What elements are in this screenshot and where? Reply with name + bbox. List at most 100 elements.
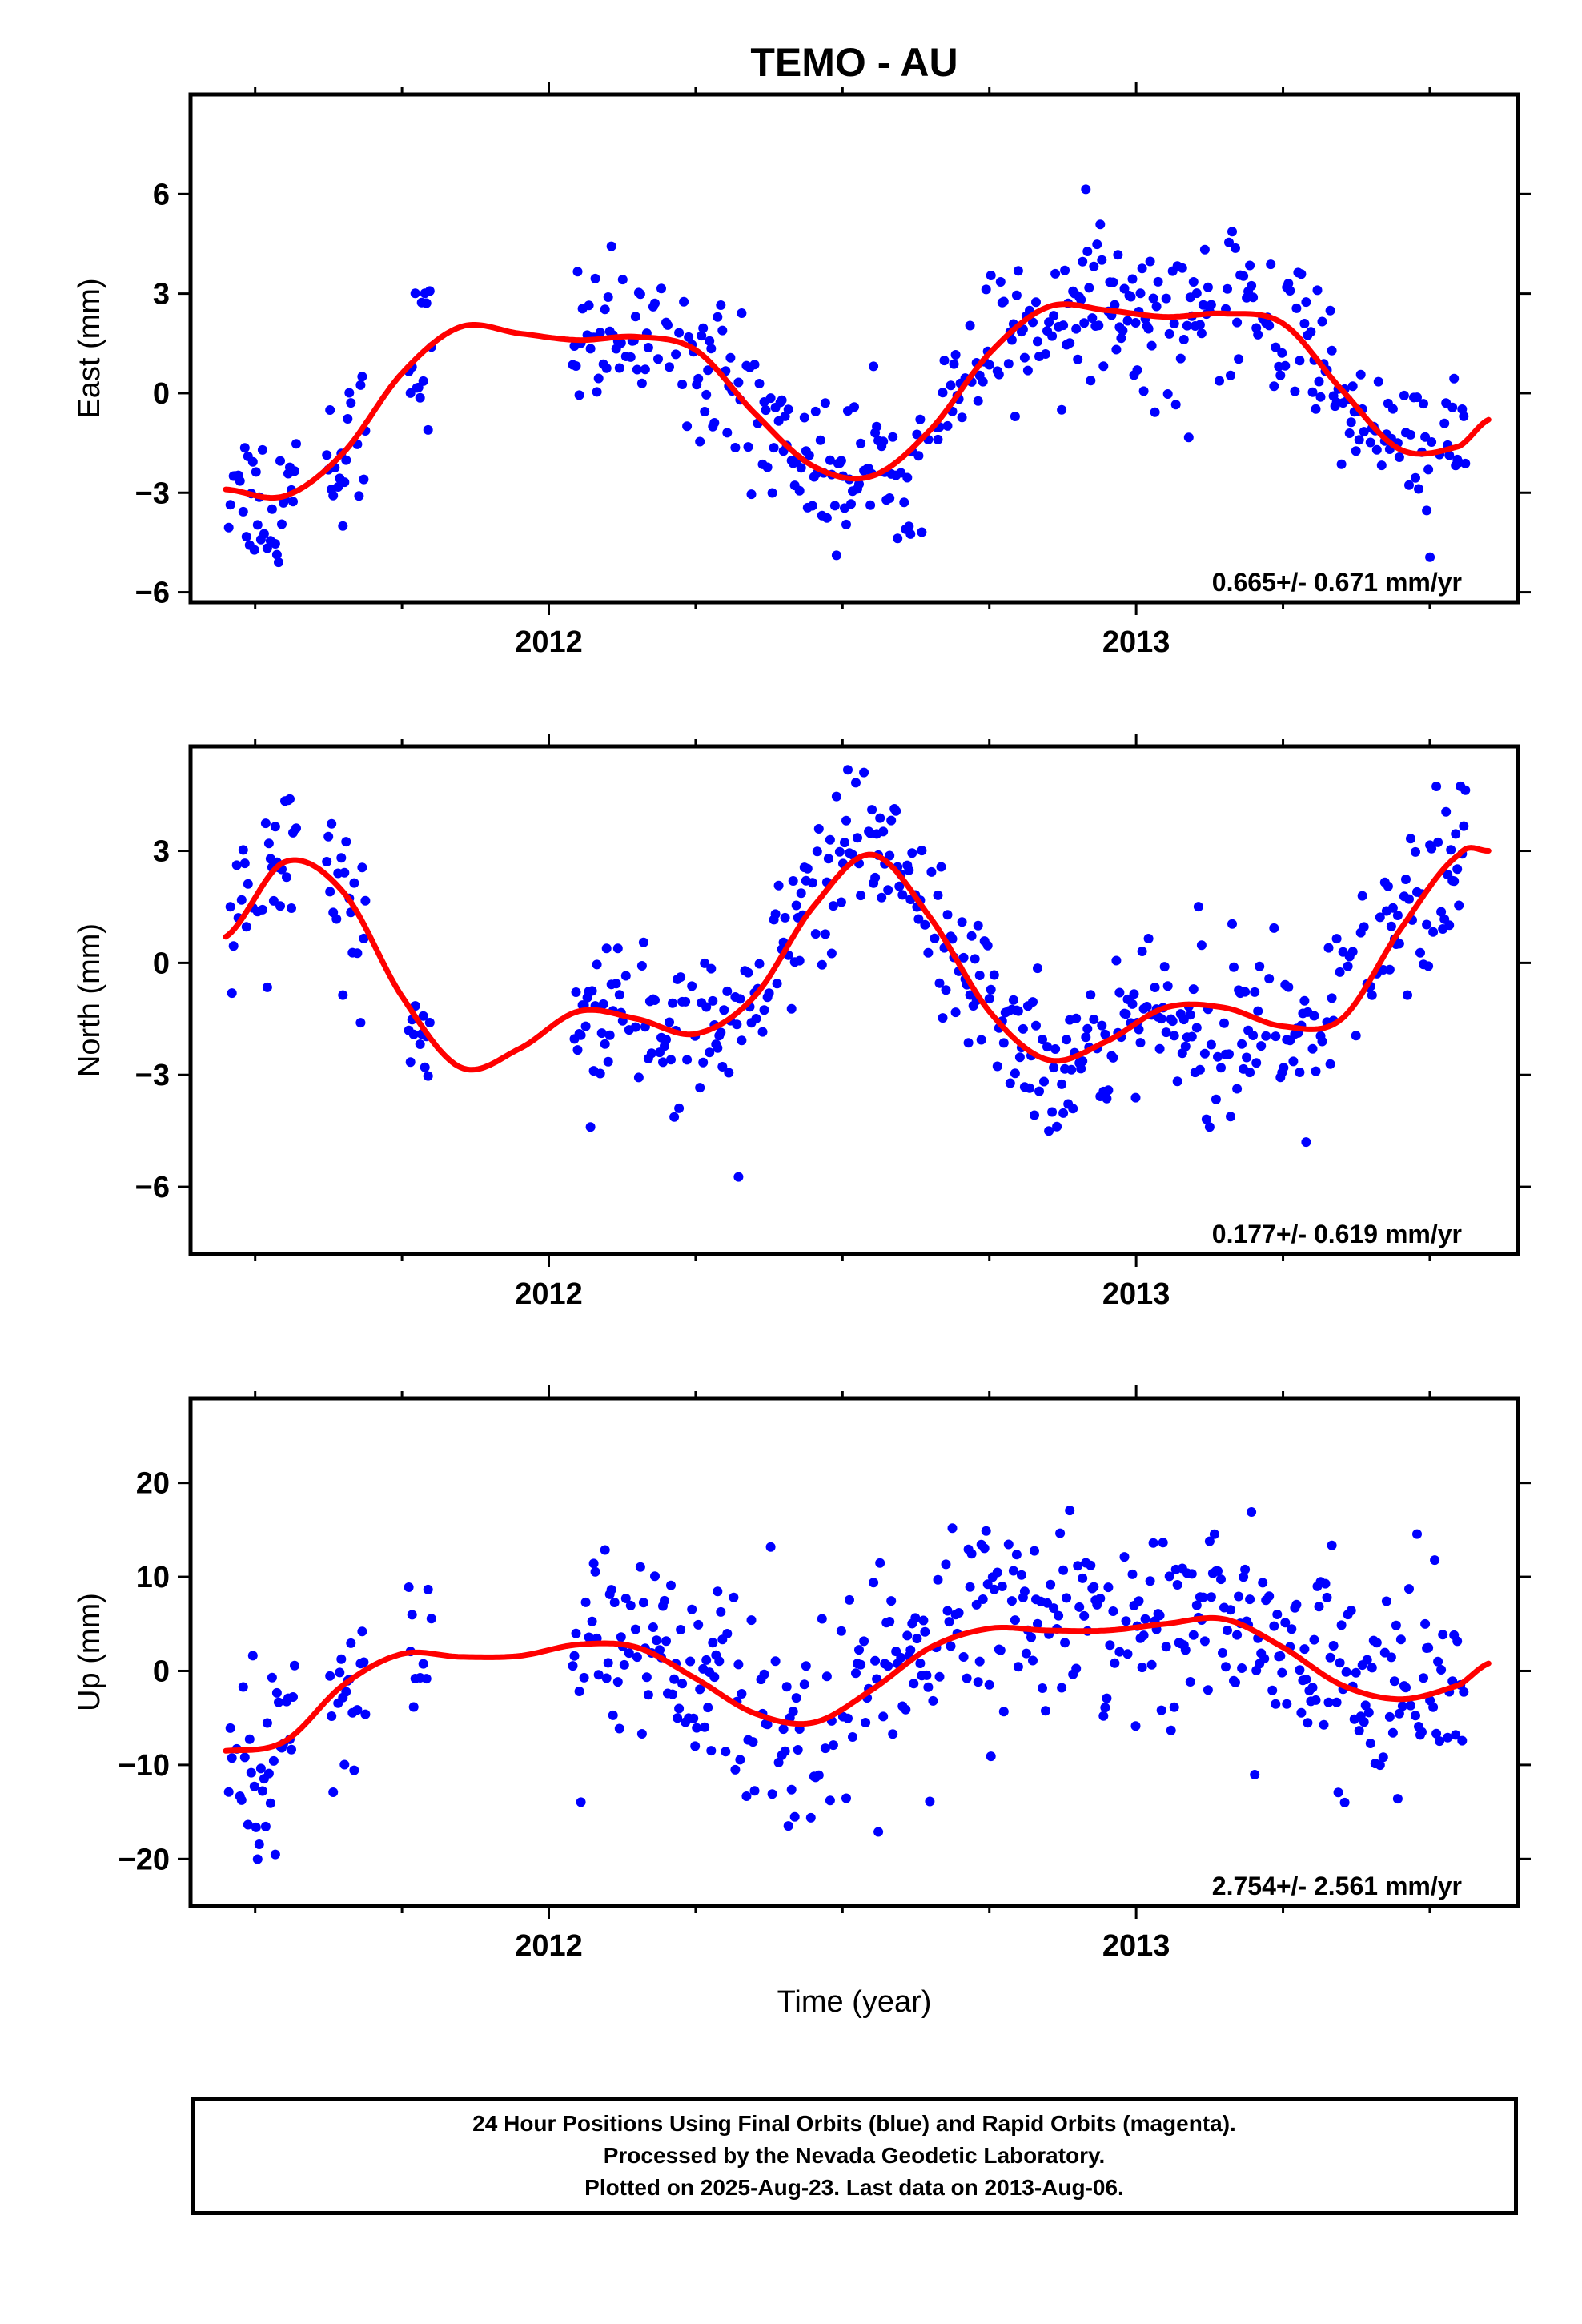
data-point: [1201, 1114, 1211, 1124]
data-point: [1386, 1652, 1396, 1663]
data-point: [804, 450, 814, 460]
data-point: [1269, 1621, 1279, 1631]
data-point: [1248, 292, 1259, 303]
data-point: [1227, 919, 1237, 929]
data-point: [1138, 1630, 1149, 1641]
data-point: [673, 1713, 683, 1723]
data-point: [873, 1827, 884, 1837]
data-point: [1010, 1068, 1020, 1079]
data-point: [638, 1598, 648, 1608]
data-point: [1269, 923, 1279, 933]
data-point: [831, 791, 841, 802]
data-point: [831, 550, 841, 561]
data-point: [1234, 354, 1244, 364]
data-point: [415, 1039, 425, 1049]
data-point: [1057, 404, 1067, 415]
data-point: [359, 933, 369, 943]
data-point: [905, 529, 916, 539]
data-point: [1180, 1041, 1191, 1051]
data-point: [700, 1722, 710, 1732]
data-point: [1081, 184, 1091, 195]
data-point: [1422, 505, 1432, 516]
data-point: [646, 1048, 656, 1059]
data-point: [717, 1062, 728, 1072]
data-point: [1271, 342, 1281, 352]
data-point: [1280, 1618, 1291, 1628]
data-point: [1311, 1695, 1321, 1705]
data-point: [1151, 301, 1162, 312]
data-point: [773, 1757, 784, 1767]
data-point: [331, 914, 342, 924]
data-point: [1177, 263, 1187, 273]
data-point: [848, 1732, 857, 1742]
data-point: [580, 1597, 591, 1607]
data-point: [1386, 921, 1396, 931]
data-point: [270, 539, 280, 549]
data-point: [915, 414, 926, 424]
data-point: [1295, 1068, 1305, 1077]
data-point: [1251, 1058, 1262, 1068]
data-point: [751, 1014, 761, 1023]
data-point: [772, 979, 782, 989]
data-point: [239, 858, 250, 869]
data-point: [1028, 317, 1038, 328]
data-point: [801, 1661, 811, 1671]
data-point: [1354, 1726, 1364, 1736]
data-point: [1271, 1699, 1281, 1709]
data-point: [701, 1655, 712, 1665]
data-point: [692, 1723, 702, 1733]
data-point: [878, 436, 889, 447]
data-point: [917, 527, 927, 537]
data-point: [268, 1755, 279, 1766]
data-point: [1146, 1659, 1157, 1670]
data-point: [1411, 1711, 1420, 1721]
data-point: [737, 1689, 747, 1699]
data-point: [1058, 1108, 1069, 1118]
data-point: [902, 1630, 913, 1641]
data-point: [1071, 324, 1082, 334]
data-point: [724, 1068, 734, 1078]
data-point: [1282, 1699, 1292, 1709]
data-point: [767, 1789, 777, 1799]
data-point: [1339, 1797, 1350, 1807]
data-point: [1247, 280, 1257, 291]
data-point: [1049, 311, 1059, 321]
data-point: [265, 1798, 275, 1808]
data-point: [1331, 1697, 1342, 1707]
data-point: [421, 1674, 432, 1684]
data-point: [655, 1645, 665, 1655]
data-point: [764, 988, 774, 999]
data-point: [1404, 894, 1414, 904]
data-point: [1129, 989, 1139, 999]
data-point: [325, 1671, 335, 1681]
data-point: [1143, 934, 1154, 943]
data-point: [357, 1626, 367, 1637]
data-point: [1103, 1085, 1114, 1096]
data-point: [344, 388, 355, 398]
data-point: [1347, 381, 1358, 392]
data-point: [909, 1679, 919, 1689]
data-point: [867, 805, 877, 815]
data-point: [323, 831, 334, 842]
data-point: [267, 504, 277, 514]
data-point: [1196, 328, 1207, 339]
data-point: [1098, 361, 1109, 372]
data-point: [357, 862, 367, 873]
data-point: [1110, 1658, 1120, 1668]
data-point: [619, 1659, 629, 1670]
data-point: [1428, 927, 1439, 937]
data-point: [757, 1027, 768, 1037]
data-point: [1247, 1507, 1257, 1517]
data-point: [656, 283, 666, 294]
data-point: [641, 1672, 652, 1683]
data-point: [942, 420, 953, 431]
data-point: [244, 1734, 255, 1744]
data-point: [360, 895, 371, 906]
scatter-points-north: [225, 765, 1471, 1182]
data-point: [1360, 1700, 1371, 1711]
data-point: [899, 497, 909, 508]
data-point: [981, 1526, 991, 1536]
data-point: [761, 405, 771, 416]
data-point: [841, 1793, 851, 1803]
data-point: [1331, 934, 1342, 944]
